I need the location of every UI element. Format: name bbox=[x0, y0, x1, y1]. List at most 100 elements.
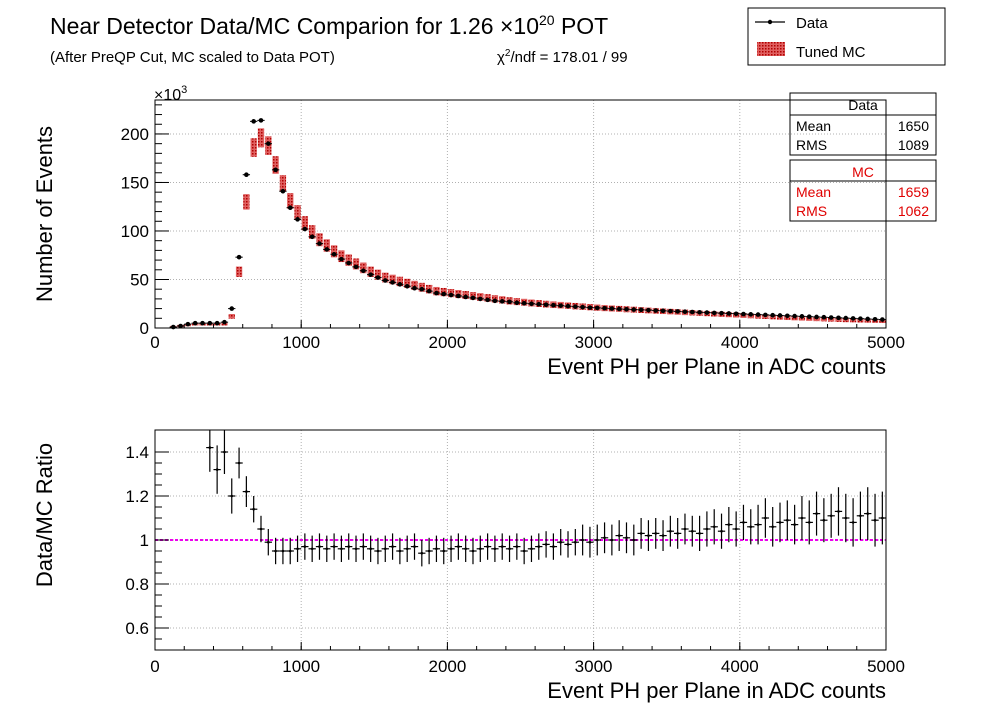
data-point bbox=[426, 288, 432, 294]
stats-data-mean-value: 1650 bbox=[898, 118, 929, 134]
data-point bbox=[419, 286, 425, 292]
data-point bbox=[799, 314, 805, 319]
data-point bbox=[755, 312, 761, 317]
ratio-point bbox=[449, 547, 453, 551]
ratio-point bbox=[654, 532, 658, 535]
chart-title: Near Detector Data/MC Comparion for 1.26… bbox=[50, 12, 608, 39]
bottom-x-tick-label: 5000 bbox=[867, 657, 905, 676]
data-point bbox=[507, 299, 512, 305]
data-point bbox=[646, 307, 651, 313]
top-x-tick-label: 1000 bbox=[282, 333, 320, 352]
ratio-point bbox=[690, 529, 694, 533]
mc-bin bbox=[382, 272, 389, 283]
ratio-point bbox=[457, 545, 460, 548]
mc-bin bbox=[309, 225, 316, 239]
ratio-point bbox=[362, 545, 365, 548]
data-point bbox=[748, 312, 754, 317]
ratio-point bbox=[676, 532, 679, 535]
data-point bbox=[229, 306, 235, 311]
data-point bbox=[697, 309, 702, 315]
ratio-point bbox=[303, 545, 307, 548]
data-point bbox=[514, 300, 520, 306]
data-point bbox=[441, 291, 447, 297]
bottom-y-tick-label: 1.4 bbox=[125, 443, 149, 462]
ratio-point bbox=[369, 547, 372, 551]
mc-bin bbox=[374, 269, 382, 280]
ratio-point bbox=[727, 523, 731, 526]
ratio-point bbox=[252, 507, 255, 511]
ratio-point bbox=[815, 512, 818, 515]
ratio-point bbox=[281, 549, 285, 553]
mc-bin bbox=[257, 128, 265, 148]
top-x-tick-label: 4000 bbox=[721, 333, 759, 352]
ratio-point bbox=[310, 547, 314, 551]
data-point bbox=[309, 234, 315, 240]
data-point bbox=[836, 315, 841, 321]
y-multiplier: ×103 bbox=[154, 84, 187, 104]
ratio-point bbox=[829, 514, 833, 518]
ratio-point bbox=[559, 540, 563, 544]
data-point bbox=[814, 314, 819, 320]
ratio-point bbox=[712, 525, 716, 529]
ratio-point bbox=[705, 527, 709, 531]
ratio-point bbox=[515, 545, 519, 548]
mc-bin bbox=[330, 245, 338, 258]
ratio-point bbox=[391, 545, 394, 548]
data-point bbox=[266, 141, 271, 146]
stats-mc-mean-label: Mean bbox=[796, 184, 831, 200]
top-frame bbox=[154, 99, 887, 329]
ratio-point bbox=[347, 545, 351, 548]
data-point bbox=[368, 272, 373, 277]
mc-bin bbox=[411, 280, 418, 290]
data-point bbox=[331, 251, 337, 257]
data-point bbox=[361, 268, 366, 274]
ratio-point bbox=[771, 525, 774, 529]
bottom-panel: 0 1000 2000 3000 4000 5000 0.6 0.8 1 1.2 1.4 Event… bbox=[32, 429, 905, 703]
mc-bin bbox=[352, 258, 360, 270]
ratio-point bbox=[581, 538, 584, 542]
bottom-grid bbox=[155, 430, 886, 650]
mc-bin bbox=[279, 175, 287, 192]
data-point bbox=[536, 301, 542, 307]
data-point bbox=[828, 315, 834, 320]
ratio-point bbox=[720, 529, 723, 533]
data-point bbox=[806, 314, 812, 319]
top-y-axis-label: Number of Events bbox=[32, 126, 57, 302]
data-point bbox=[609, 306, 615, 311]
bottom-x-tick-label: 3000 bbox=[575, 657, 613, 676]
ratio-point bbox=[786, 518, 789, 522]
data-point bbox=[207, 320, 213, 326]
title-prefix: Near Detector Data/MC Comparion for 1.26 bbox=[50, 13, 500, 39]
data-point bbox=[499, 299, 505, 304]
data-point bbox=[346, 260, 352, 266]
top-x-tick-label: 0 bbox=[150, 333, 159, 352]
data-point bbox=[470, 295, 476, 301]
data-point bbox=[843, 315, 849, 321]
ratio-point bbox=[873, 518, 877, 522]
data-point bbox=[456, 293, 461, 299]
ratio-point bbox=[698, 532, 701, 535]
ratio-point bbox=[405, 547, 409, 551]
data-point bbox=[689, 309, 695, 315]
ratio-point bbox=[223, 450, 226, 454]
ratio-point bbox=[413, 545, 416, 548]
ratio-point bbox=[442, 549, 446, 553]
data-point bbox=[521, 300, 527, 306]
ratio-point bbox=[639, 532, 643, 535]
data-point bbox=[631, 307, 637, 312]
data-point bbox=[258, 118, 264, 123]
ratio-point bbox=[859, 514, 862, 518]
ratio-point bbox=[881, 516, 884, 520]
data-point bbox=[726, 311, 732, 316]
ratio-point bbox=[493, 547, 497, 551]
stats-mc-rms-value: 1062 bbox=[898, 203, 929, 219]
data-point bbox=[295, 217, 300, 222]
data-point bbox=[302, 226, 308, 232]
ratio-point bbox=[464, 547, 467, 551]
top-y-tick-label: 100 bbox=[121, 222, 149, 241]
data-point bbox=[638, 307, 644, 313]
ratio-point bbox=[566, 543, 570, 546]
top-axis-ticks: 0 1000 2000 3000 4000 5000 0 50 100 150 200 bbox=[121, 104, 905, 352]
ratio-point bbox=[318, 545, 321, 548]
data-point bbox=[551, 302, 556, 308]
